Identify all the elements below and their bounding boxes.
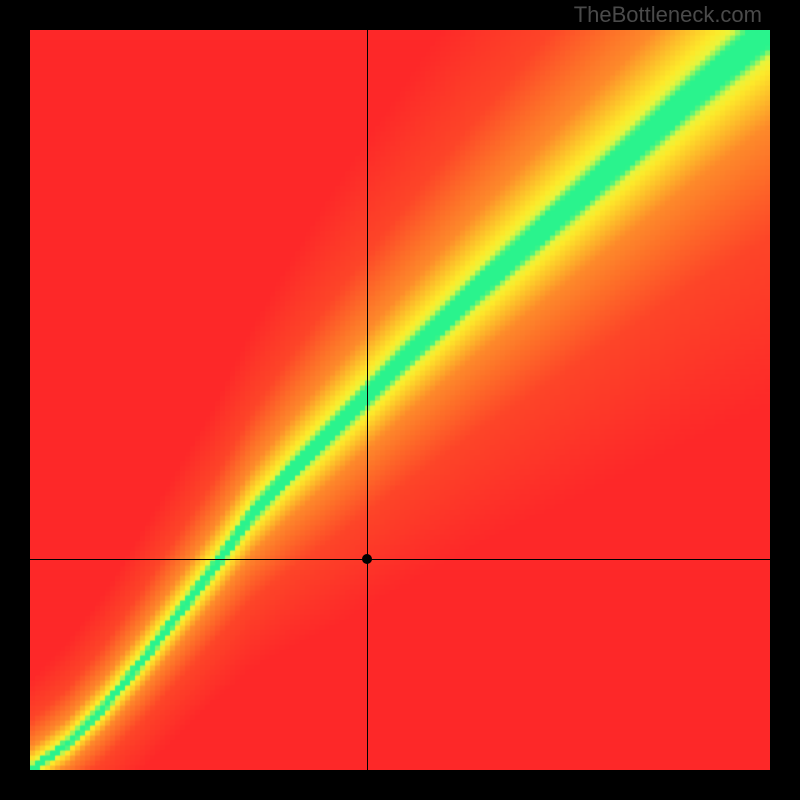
chart-container: TheBottleneck.com <box>0 0 800 800</box>
heatmap-canvas <box>30 30 770 770</box>
crosshair-horizontal <box>30 559 770 560</box>
crosshair-vertical <box>367 30 368 770</box>
plot-area <box>30 30 770 770</box>
watermark-text: TheBottleneck.com <box>574 2 762 28</box>
data-point-marker <box>362 554 372 564</box>
